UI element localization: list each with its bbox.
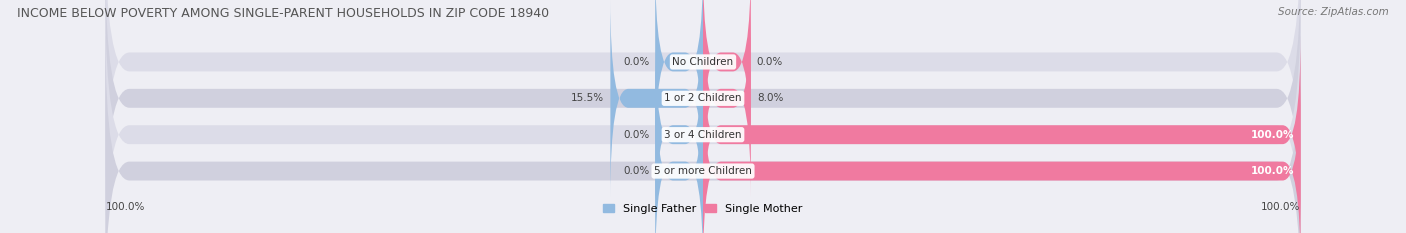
Text: 100.0%: 100.0% <box>1251 130 1295 140</box>
Legend: Single Father, Single Mother: Single Father, Single Mother <box>599 199 807 218</box>
FancyBboxPatch shape <box>655 35 703 233</box>
FancyBboxPatch shape <box>703 0 751 162</box>
FancyBboxPatch shape <box>105 35 1301 233</box>
Text: 0.0%: 0.0% <box>623 57 650 67</box>
Text: 100.0%: 100.0% <box>1261 202 1301 212</box>
FancyBboxPatch shape <box>105 0 1301 233</box>
FancyBboxPatch shape <box>105 0 1301 198</box>
FancyBboxPatch shape <box>655 71 703 233</box>
Text: 0.0%: 0.0% <box>756 57 783 67</box>
Text: 3 or 4 Children: 3 or 4 Children <box>664 130 742 140</box>
FancyBboxPatch shape <box>703 35 1301 233</box>
Text: No Children: No Children <box>672 57 734 67</box>
Text: Source: ZipAtlas.com: Source: ZipAtlas.com <box>1278 7 1389 17</box>
FancyBboxPatch shape <box>105 0 1301 233</box>
FancyBboxPatch shape <box>610 0 703 198</box>
FancyBboxPatch shape <box>703 0 751 198</box>
Text: 15.5%: 15.5% <box>571 93 605 103</box>
Text: 5 or more Children: 5 or more Children <box>654 166 752 176</box>
Text: 0.0%: 0.0% <box>623 130 650 140</box>
Text: INCOME BELOW POVERTY AMONG SINGLE-PARENT HOUSEHOLDS IN ZIP CODE 18940: INCOME BELOW POVERTY AMONG SINGLE-PARENT… <box>17 7 548 20</box>
FancyBboxPatch shape <box>655 0 703 162</box>
Text: 1 or 2 Children: 1 or 2 Children <box>664 93 742 103</box>
FancyBboxPatch shape <box>703 71 1301 233</box>
Text: 100.0%: 100.0% <box>1251 166 1295 176</box>
Text: 8.0%: 8.0% <box>756 93 783 103</box>
Text: 100.0%: 100.0% <box>105 202 145 212</box>
Text: 0.0%: 0.0% <box>623 166 650 176</box>
